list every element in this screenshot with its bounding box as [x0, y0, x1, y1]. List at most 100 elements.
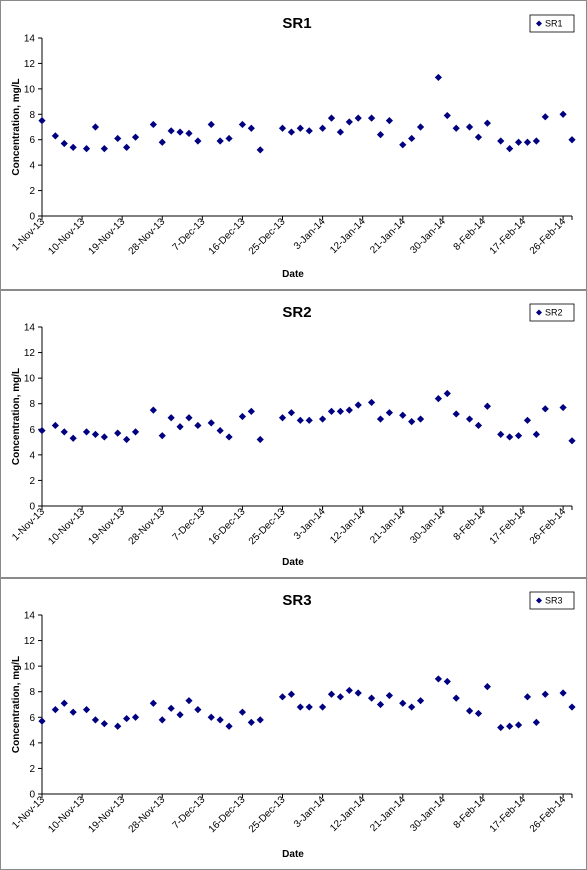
- y-tick-label: 6: [29, 425, 35, 436]
- y-tick-label: 2: [29, 186, 35, 197]
- data-point: [345, 118, 353, 126]
- legend-box: [529, 303, 575, 322]
- data-point: [207, 713, 215, 721]
- data-point: [194, 421, 202, 430]
- data-point: [69, 434, 77, 442]
- data-point: [497, 430, 505, 438]
- data-point: [305, 127, 313, 135]
- data-point: [497, 137, 505, 145]
- x-tick-label: 28-Nov-13: [127, 216, 168, 257]
- data-point: [225, 433, 233, 441]
- data-point: [532, 430, 540, 438]
- data-point: [514, 432, 523, 440]
- data-point: [385, 691, 393, 700]
- data-point: [167, 704, 175, 712]
- data-point: [474, 421, 483, 430]
- x-axis-label: Date: [282, 557, 304, 568]
- data-point: [452, 410, 460, 418]
- data-point: [399, 141, 407, 149]
- data-point: [176, 128, 184, 136]
- data-point: [327, 114, 336, 122]
- x-tick-label: 3-Jan-14: [292, 216, 328, 252]
- data-point: [185, 414, 193, 422]
- x-tick-label: 19-Nov-13: [86, 506, 127, 547]
- data-point: [123, 714, 131, 723]
- x-tick-label: 26-Feb-14: [528, 794, 569, 835]
- data-point: [51, 132, 59, 140]
- data-point: [256, 146, 264, 154]
- data-point: [559, 689, 567, 697]
- y-tick-label: 10: [24, 662, 36, 673]
- data-point: [483, 683, 491, 691]
- x-tick-label: 12-Jan-14: [328, 794, 368, 834]
- x-tick-label: 30-Jan-14: [408, 794, 448, 834]
- data-point: [336, 128, 345, 136]
- x-axis-label: Date: [282, 269, 304, 280]
- data-point: [167, 127, 175, 135]
- y-tick-label: 10: [24, 374, 36, 385]
- data-point: [82, 428, 91, 436]
- data-point: [238, 708, 247, 716]
- y-tick-label: 10: [24, 84, 36, 95]
- y-tick-label: 2: [29, 764, 35, 775]
- data-point: [367, 114, 376, 122]
- x-tick-label: 17-Feb-14: [488, 506, 529, 547]
- data-point: [216, 426, 224, 435]
- data-point: [158, 716, 166, 724]
- y-tick-label: 0: [29, 790, 35, 801]
- x-tick-label: 10-Nov-13: [46, 216, 87, 257]
- data-point: [100, 145, 108, 153]
- chart-title: SR2: [282, 304, 311, 321]
- x-tick-label: 7-Dec-13: [171, 216, 208, 253]
- x-tick-label: 3-Jan-14: [292, 506, 328, 542]
- data-point: [514, 138, 523, 146]
- y-tick-label: 8: [29, 399, 35, 410]
- data-point: [523, 416, 532, 424]
- data-point: [465, 415, 474, 423]
- x-tick-label: 10-Nov-13: [46, 794, 87, 835]
- data-point: [483, 119, 491, 127]
- data-point: [376, 131, 385, 139]
- data-point: [399, 699, 407, 707]
- data-point: [287, 128, 296, 136]
- x-tick-label: 17-Feb-14: [488, 794, 529, 835]
- data-point: [354, 401, 362, 409]
- y-tick-label: 14: [24, 611, 36, 622]
- data-point: [149, 406, 157, 414]
- x-tick-label: 26-Feb-14: [528, 216, 569, 257]
- data-point: [506, 433, 514, 441]
- y-tick-label: 6: [29, 135, 35, 146]
- y-axis-label: Concentration, mg/L: [11, 368, 22, 465]
- data-point: [327, 407, 336, 415]
- x-tick-label: 16-Dec-13: [207, 216, 248, 257]
- data-point: [91, 716, 100, 724]
- data-point: [506, 145, 514, 153]
- data-point: [305, 703, 313, 711]
- data-point: [287, 690, 296, 698]
- y-tick-label: 0: [29, 502, 35, 513]
- data-point: [385, 117, 393, 125]
- x-tick-label: 30-Jan-14: [408, 506, 448, 546]
- x-tick-label: 3-Jan-14: [292, 794, 328, 830]
- data-point: [497, 723, 505, 732]
- data-point: [278, 693, 287, 701]
- data-point: [114, 722, 122, 730]
- data-point: [354, 689, 362, 697]
- data-point: [434, 73, 442, 82]
- x-tick-label: 17-Feb-14: [488, 216, 529, 257]
- data-point: [523, 138, 532, 146]
- x-tick-label: 19-Nov-13: [86, 216, 127, 257]
- data-point: [247, 124, 255, 132]
- data-point: [434, 395, 442, 403]
- data-point: [465, 123, 474, 131]
- y-tick-label: 8: [29, 110, 35, 121]
- data-point: [38, 117, 46, 125]
- data-point: [225, 134, 233, 143]
- data-point: [207, 120, 215, 129]
- x-tick-label: 8-Feb-14: [452, 794, 489, 831]
- data-point: [336, 693, 345, 701]
- data-point: [114, 429, 122, 437]
- data-point: [194, 706, 202, 714]
